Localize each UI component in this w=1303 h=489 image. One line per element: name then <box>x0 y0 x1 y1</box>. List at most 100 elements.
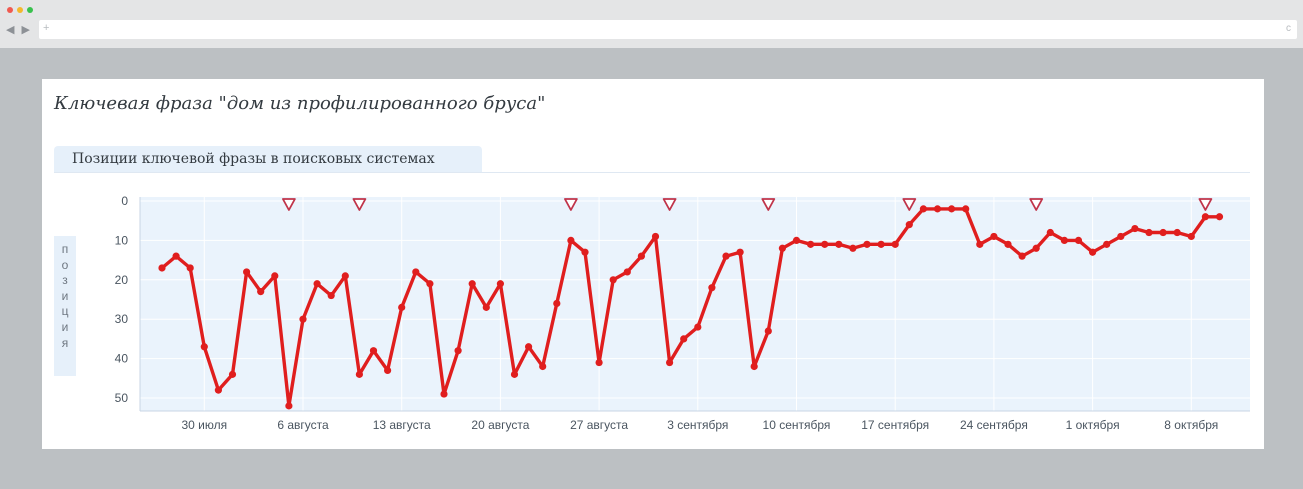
data-point <box>595 358 603 367</box>
data-point <box>285 402 293 410</box>
maximize-window-dot[interactable] <box>27 7 33 13</box>
data-point <box>257 288 265 296</box>
y-tick-label: 10 <box>115 233 129 247</box>
data-point <box>186 264 194 272</box>
data-point <box>990 232 998 241</box>
data-point <box>1032 244 1040 252</box>
data-point <box>539 362 547 371</box>
data-point <box>482 303 490 311</box>
data-point <box>581 248 589 256</box>
data-point <box>637 252 646 260</box>
content-card: Ключевая фраза "дом из профилированного … <box>42 79 1264 449</box>
data-point <box>1215 213 1224 221</box>
data-point <box>750 362 758 371</box>
data-point <box>525 343 533 351</box>
data-point <box>1060 236 1068 244</box>
data-point <box>1131 224 1139 233</box>
data-point <box>426 280 434 288</box>
x-tick-label: 8 октября <box>1164 418 1218 432</box>
data-point <box>877 240 885 248</box>
data-point <box>694 323 702 331</box>
data-point <box>1117 232 1125 241</box>
event-marker-icon <box>282 198 296 211</box>
x-tick-label: 1 октября <box>1066 418 1120 432</box>
y-tick-label: 30 <box>115 312 129 326</box>
x-tick-label: 10 сентября <box>763 418 831 432</box>
data-point <box>708 284 716 292</box>
data-point <box>792 236 801 244</box>
x-tick-label: 27 августа <box>570 418 628 432</box>
data-point <box>454 347 462 355</box>
x-tick-label: 13 августа <box>373 418 431 432</box>
data-point <box>976 240 984 248</box>
data-point <box>835 240 843 248</box>
data-point <box>905 221 913 229</box>
y-tick-label: 50 <box>115 391 129 405</box>
event-marker-icon <box>352 198 367 211</box>
data-point <box>355 370 363 378</box>
data-point <box>341 272 349 280</box>
data-point <box>680 335 688 343</box>
data-point <box>468 280 476 288</box>
data-point <box>440 390 448 398</box>
data-point <box>510 370 519 378</box>
new-tab-plus-icon[interactable]: + <box>43 22 50 34</box>
data-point <box>158 264 166 272</box>
data-point <box>1145 228 1153 237</box>
data-point <box>299 315 307 323</box>
minimize-window-dot[interactable] <box>17 7 23 13</box>
address-bar[interactable]: + c <box>39 20 1297 39</box>
x-tick-label: 30 июля <box>181 418 227 432</box>
data-point <box>369 347 378 355</box>
x-tick-label: 6 августа <box>277 418 329 432</box>
x-tick-label: 17 сентября <box>861 418 929 432</box>
data-point <box>666 358 674 367</box>
x-tick-label: 20 августа <box>471 418 529 432</box>
data-point <box>398 303 406 311</box>
data-point <box>933 205 942 213</box>
close-window-dot[interactable] <box>7 7 13 13</box>
data-point <box>1089 248 1097 256</box>
data-point <box>764 327 772 335</box>
tab-positions[interactable]: Позиции ключевой фразы в поисковых систе… <box>54 146 482 173</box>
data-point <box>623 268 631 276</box>
y-tick-label: 40 <box>115 352 129 366</box>
series-line <box>160 207 1222 408</box>
data-point <box>948 205 956 213</box>
data-point <box>553 299 561 308</box>
data-point <box>1004 240 1012 248</box>
data-point <box>1159 228 1167 237</box>
data-point <box>1103 240 1111 248</box>
event-marker-icon <box>761 198 776 211</box>
data-point <box>1018 252 1026 260</box>
reload-icon[interactable]: c <box>1286 23 1291 34</box>
page-title: Ключевая фраза "дом из профилированного … <box>54 93 546 114</box>
data-point <box>200 343 208 351</box>
data-point <box>1187 232 1195 241</box>
x-tick-label: 24 сентября <box>960 418 1028 432</box>
tab-underline <box>54 172 1250 173</box>
data-point <box>496 280 504 288</box>
data-point <box>384 366 392 375</box>
position-chart: 0 10 20 30 40 50 30 июля 6 августа 13 августа 20 … <box>115 194 1250 432</box>
data-point <box>849 244 857 252</box>
data-point <box>271 272 279 280</box>
data-point <box>1201 213 1209 221</box>
y-tick-label: 0 <box>121 194 128 208</box>
back-forward-arrows-icon[interactable]: ◀ ▶ <box>6 24 32 36</box>
event-marker-icon <box>564 198 578 211</box>
data-point <box>567 236 575 244</box>
data-point <box>1046 228 1054 237</box>
browser-chrome: ◀ ▶ + c <box>0 0 1303 48</box>
data-point <box>919 205 928 213</box>
data-point <box>1173 228 1181 237</box>
data-point <box>609 276 617 284</box>
data-point <box>891 240 899 248</box>
plot-area <box>140 197 1250 411</box>
data-point <box>651 232 660 241</box>
y-tick-label: 20 <box>115 273 129 287</box>
x-tick-label: 3 сентября <box>667 418 728 432</box>
data-point <box>243 268 251 276</box>
